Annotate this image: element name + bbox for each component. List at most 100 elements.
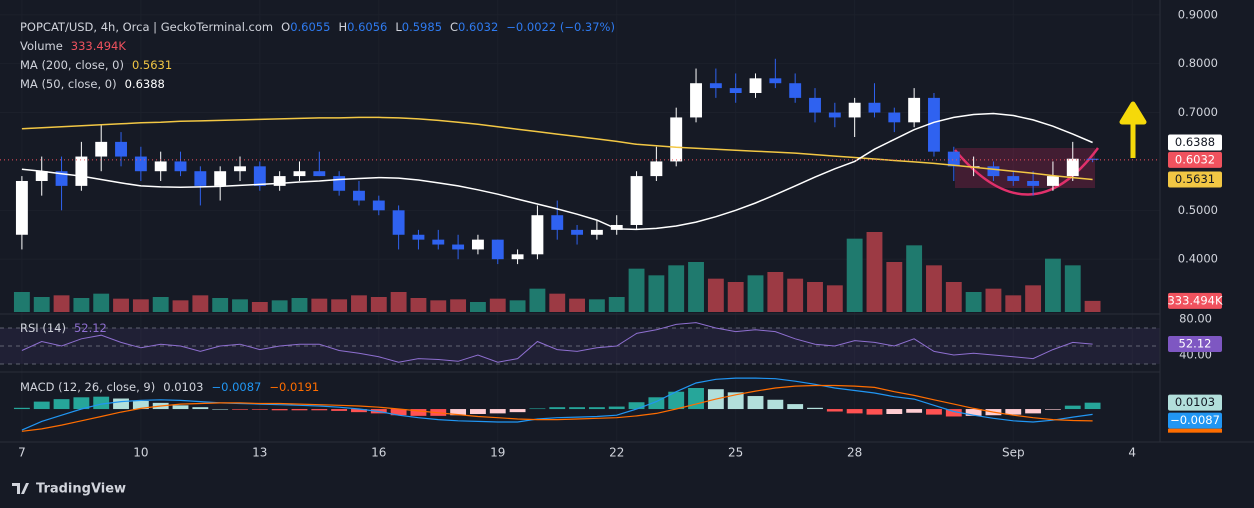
legend-name: RSI (14) — [20, 321, 66, 335]
macd-histogram-bar — [470, 409, 486, 414]
candle-body — [947, 151, 960, 167]
volume-bar — [866, 232, 883, 312]
candle-body — [115, 141, 127, 157]
legend-name: Volume — [20, 39, 63, 53]
macd-histogram-bar — [688, 388, 704, 410]
macd-histogram-bar — [1025, 409, 1042, 414]
macd-histogram-bar — [132, 401, 149, 410]
macd-line — [21, 377, 1093, 431]
legend-value: 0.6388 — [125, 77, 165, 91]
macd-histogram-bar — [965, 409, 982, 416]
ma50-value-label-box — [1168, 134, 1222, 151]
x-tick-label: 4 — [1128, 446, 1136, 460]
volume-bar — [588, 299, 605, 312]
macd-histogram-bar — [866, 409, 883, 415]
macd-histogram-bar — [648, 397, 665, 410]
volume-bar — [1084, 300, 1101, 312]
volume-bar — [232, 299, 248, 312]
macd-histogram-bar — [93, 396, 110, 410]
macd-histogram-bar — [390, 409, 407, 416]
candle-body — [888, 112, 901, 123]
volume-bar — [212, 298, 229, 312]
rsi-value-label-box — [1168, 336, 1222, 353]
moving-average — [21, 116, 1093, 181]
macd-histogram-bar — [945, 409, 962, 417]
x-tick-label: 13 — [252, 446, 267, 460]
macd-histogram-bar — [747, 396, 764, 410]
macd-histogram-bar — [529, 408, 546, 410]
ohlc-value: 0.5985 — [402, 20, 442, 34]
candle-body — [15, 180, 28, 235]
candle-body — [928, 97, 940, 152]
x-tick-label: 28 — [847, 446, 862, 460]
macd-histogram-bar — [192, 407, 209, 410]
candle-body — [749, 78, 762, 93]
histogram-value-label-box — [1168, 394, 1222, 411]
x-tick-label: 7 — [18, 446, 26, 460]
candle-body — [471, 239, 484, 250]
candle-body — [491, 239, 504, 260]
x-tick-label: 10 — [133, 446, 148, 460]
x-tick-label: 16 — [371, 446, 386, 460]
legend-rsi: RSI (14) 52.12 — [20, 321, 107, 335]
macd-histogram-bar — [73, 397, 90, 410]
volume-bar — [93, 293, 110, 312]
volume-bar — [331, 299, 348, 312]
candle-body — [848, 102, 861, 118]
legend-volume: Volume 333.494K — [20, 39, 126, 53]
macd-histogram-bar — [410, 409, 427, 416]
volume-bar — [172, 300, 189, 312]
marks: 7 10 13 16 19 22 25 28 Sep 4 0.9000 0.8000 0.7000 0.5… — [0, 7, 1223, 460]
rsi-tick-label: 80.00 — [1179, 311, 1212, 325]
macd-histogram-bar — [1084, 402, 1101, 410]
candle-body — [134, 156, 147, 172]
legend-value: 52.12 — [74, 321, 107, 335]
arrow — [1119, 101, 1147, 158]
macd-histogram-bar — [549, 407, 566, 410]
legend-ma200: MA (200, close, 0) 0.5631 — [20, 58, 172, 72]
volume-bar — [985, 288, 1002, 312]
volume-bar — [113, 298, 129, 312]
candle-body — [1086, 158, 1099, 160]
candle-body — [253, 166, 266, 186]
volume-bar — [370, 297, 387, 312]
y-tick-label: 0.9000 — [1178, 7, 1218, 21]
legend-value: 0.0103 — [163, 380, 203, 394]
candle-body — [551, 215, 564, 230]
volume-bar — [906, 245, 923, 312]
ohlc-key: O — [281, 20, 290, 34]
candle-body — [690, 83, 702, 118]
volume-bar — [648, 275, 665, 312]
volume-bar — [846, 238, 863, 312]
legend-value: −0.0191 — [269, 380, 319, 394]
legend-value: 333.494K — [71, 39, 127, 53]
x-tick-label: Sep — [1002, 446, 1025, 460]
macd-histogram-bar — [271, 409, 288, 411]
candle-body — [1066, 158, 1079, 177]
macd-histogram-bar — [291, 409, 308, 411]
volume-bar — [688, 262, 704, 312]
macd-histogram-bar — [172, 405, 189, 410]
volume-bar — [470, 302, 486, 312]
volume-bar — [608, 297, 625, 312]
volume-bar — [886, 262, 903, 312]
volume-bar — [132, 299, 149, 312]
macd-histogram-bar — [1064, 405, 1081, 410]
candle-body — [412, 234, 425, 240]
ohlc-value: 0.6055 — [290, 20, 330, 34]
macd-histogram-bar — [1005, 409, 1022, 415]
macd-histogram-bar — [212, 409, 229, 410]
candle-body — [452, 244, 465, 250]
volume-bar — [1005, 295, 1022, 312]
volume-bar — [390, 292, 407, 312]
candle-body — [234, 166, 246, 172]
candle-body — [1027, 180, 1040, 186]
macd-histogram-bar — [846, 409, 863, 414]
volume-bar — [926, 265, 942, 312]
ohlc-key: L — [395, 20, 402, 34]
legend-value: −0.0087 — [212, 380, 262, 394]
volume-bar — [73, 298, 90, 312]
candle-body — [194, 171, 207, 186]
